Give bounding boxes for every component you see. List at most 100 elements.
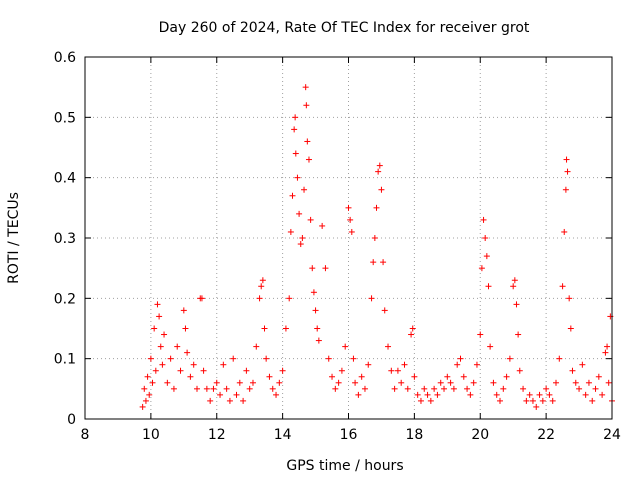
data-point bbox=[434, 391, 441, 398]
data-point bbox=[177, 367, 184, 374]
data-point bbox=[154, 301, 161, 308]
data-point bbox=[526, 391, 533, 398]
data-point bbox=[350, 355, 357, 362]
data-point bbox=[303, 102, 310, 109]
data-point bbox=[464, 385, 471, 392]
data-point bbox=[380, 259, 387, 266]
data-point bbox=[385, 343, 392, 350]
data-point bbox=[470, 379, 477, 386]
data-point bbox=[348, 228, 355, 235]
data-point bbox=[467, 391, 474, 398]
data-point bbox=[249, 379, 256, 386]
data-point bbox=[533, 403, 540, 410]
data-point bbox=[273, 391, 280, 398]
data-point bbox=[220, 361, 227, 368]
data-point bbox=[305, 156, 312, 163]
axes: 8 10 12 14 16 18 20 22 24 0 0.1 0.2 0.3 0.4 0.5 0.6 bbox=[54, 50, 621, 443]
data-point bbox=[454, 361, 461, 368]
data-point bbox=[437, 379, 444, 386]
data-point bbox=[312, 307, 319, 314]
data-point bbox=[286, 295, 293, 302]
y-axis-label: ROTI / TECUs bbox=[6, 192, 22, 284]
data-point bbox=[493, 391, 500, 398]
data-point bbox=[230, 355, 237, 362]
data-point bbox=[187, 373, 194, 380]
y-tick-label: 0.2 bbox=[54, 291, 76, 307]
data-point bbox=[480, 216, 487, 223]
data-point bbox=[559, 283, 566, 290]
data-point bbox=[263, 355, 270, 362]
data-point bbox=[233, 391, 240, 398]
data-point bbox=[170, 385, 177, 392]
data-point bbox=[297, 241, 304, 248]
data-point bbox=[477, 331, 484, 338]
data-point bbox=[310, 289, 317, 296]
data-point bbox=[513, 301, 520, 308]
data-point bbox=[569, 367, 576, 374]
data-point bbox=[409, 325, 416, 332]
y-tick-label: 0.6 bbox=[54, 50, 76, 66]
data-point bbox=[203, 385, 210, 392]
data-point bbox=[582, 391, 589, 398]
data-point bbox=[376, 162, 383, 169]
data-point bbox=[511, 277, 518, 284]
data-point bbox=[421, 385, 428, 392]
grid bbox=[85, 57, 612, 419]
data-point bbox=[164, 379, 171, 386]
data-point bbox=[604, 343, 611, 350]
x-tick-label: 22 bbox=[537, 427, 555, 443]
data-points bbox=[139, 84, 615, 410]
data-point bbox=[595, 373, 602, 380]
data-point bbox=[515, 331, 522, 338]
data-point bbox=[259, 277, 266, 284]
data-point bbox=[391, 385, 398, 392]
data-point bbox=[161, 331, 168, 338]
data-point bbox=[478, 265, 485, 272]
data-point bbox=[325, 355, 332, 362]
data-point bbox=[276, 379, 283, 386]
data-point bbox=[345, 204, 352, 211]
data-point bbox=[146, 391, 153, 398]
data-point bbox=[291, 126, 298, 133]
data-point bbox=[144, 373, 151, 380]
data-point bbox=[149, 379, 156, 386]
data-point bbox=[543, 385, 550, 392]
data-point bbox=[329, 373, 336, 380]
data-point bbox=[563, 156, 570, 163]
data-point bbox=[510, 283, 517, 290]
data-point bbox=[258, 283, 265, 290]
x-tick-label: 16 bbox=[340, 427, 358, 443]
data-point bbox=[184, 349, 191, 356]
data-point bbox=[398, 379, 405, 386]
x-tick-label: 24 bbox=[603, 427, 621, 443]
data-point bbox=[266, 373, 273, 380]
data-point bbox=[180, 307, 187, 314]
x-tick-label: 18 bbox=[405, 427, 423, 443]
data-point bbox=[319, 222, 326, 229]
x-axis-label: GPS time / hours bbox=[286, 458, 403, 474]
data-point bbox=[142, 397, 149, 404]
data-point bbox=[408, 331, 415, 338]
data-point bbox=[269, 385, 276, 392]
data-point bbox=[414, 391, 421, 398]
data-point bbox=[190, 361, 197, 368]
data-point bbox=[561, 228, 568, 235]
data-point bbox=[217, 391, 224, 398]
data-point bbox=[213, 379, 220, 386]
data-point bbox=[566, 295, 573, 302]
x-tick-label: 10 bbox=[142, 427, 160, 443]
x-tick-label: 14 bbox=[274, 427, 292, 443]
data-point bbox=[358, 373, 365, 380]
data-point bbox=[338, 367, 345, 374]
data-point bbox=[182, 325, 189, 332]
data-point bbox=[567, 325, 574, 332]
y-tick-label: 0 bbox=[67, 412, 76, 428]
data-point bbox=[605, 379, 612, 386]
data-point bbox=[200, 367, 207, 374]
data-point bbox=[302, 84, 309, 91]
data-point bbox=[602, 349, 609, 356]
data-point bbox=[483, 253, 490, 260]
data-point bbox=[159, 361, 166, 368]
data-point bbox=[236, 379, 243, 386]
